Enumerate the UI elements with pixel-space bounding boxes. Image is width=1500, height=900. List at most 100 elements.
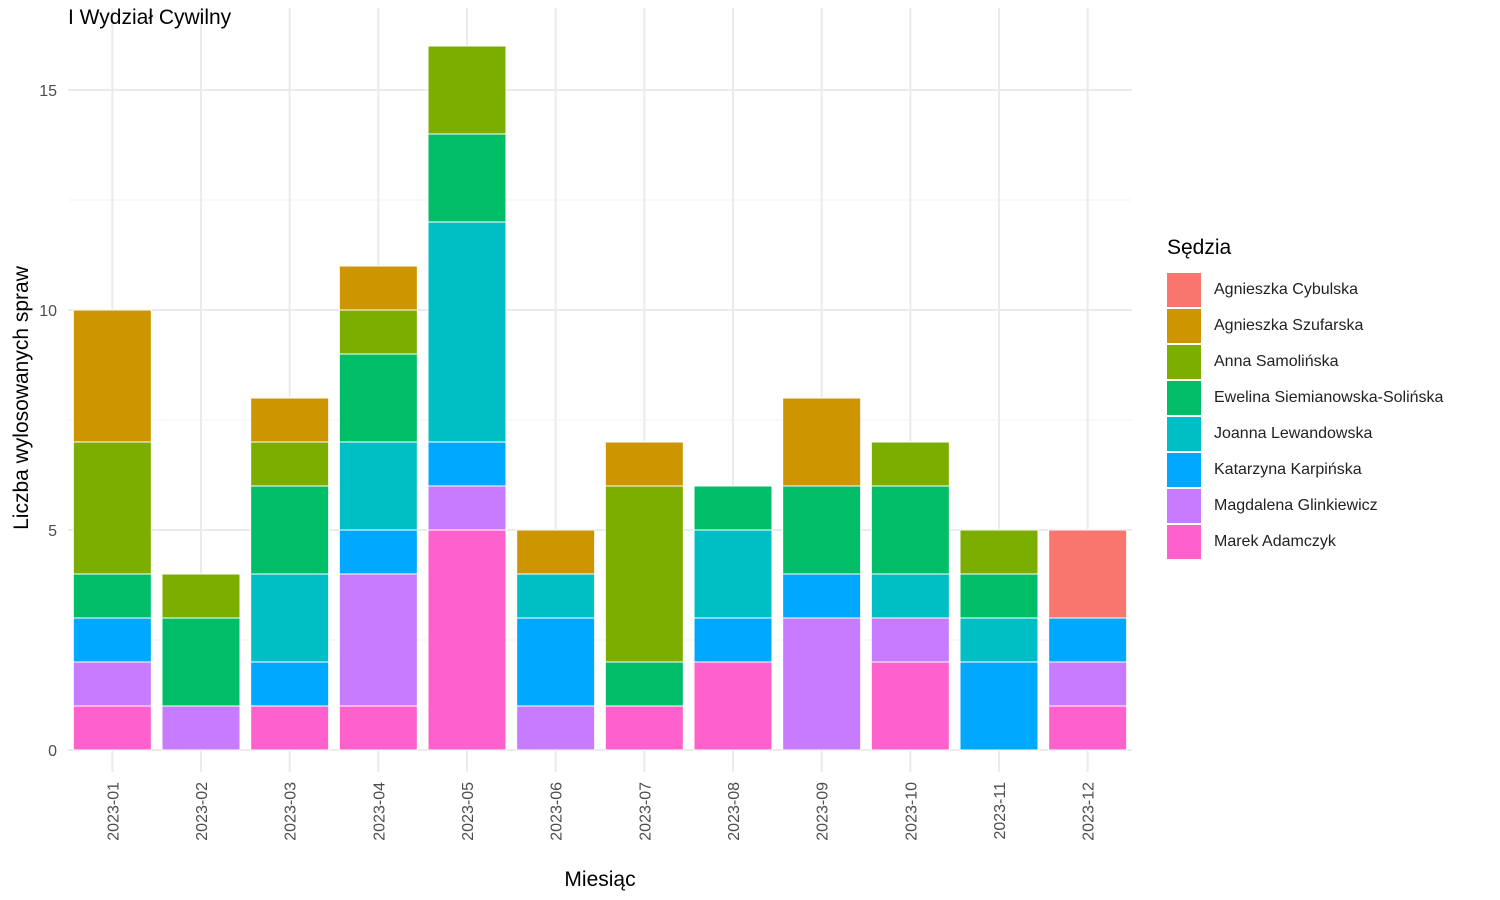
bar-segment	[782, 573, 862, 619]
legend: Sędzia Agnieszka Cybulska Agnieszka Szufa…	[1167, 236, 1443, 560]
bar-segment	[604, 441, 684, 487]
bar-segment	[338, 705, 418, 751]
bar-segment	[250, 397, 330, 443]
x-tick-label: 2023-06	[549, 782, 566, 841]
bars	[72, 45, 1128, 751]
bar-segment	[1048, 661, 1128, 707]
legend-title: Sędzia	[1167, 236, 1232, 259]
x-tick-label: 2023-02	[194, 782, 211, 841]
legend-items: Agnieszka Cybulska Agnieszka Szufarska Ann…	[1167, 272, 1443, 560]
bar-segment	[161, 573, 241, 619]
bar-segment	[427, 221, 507, 443]
bar-segment	[959, 617, 1039, 663]
legend-label: Marek Adamczyk	[1214, 533, 1336, 550]
bar-segment	[1048, 705, 1128, 751]
legend-label: Joanna Lewandowska	[1214, 425, 1373, 442]
bar-segment	[870, 485, 950, 575]
legend-label: Agnieszka Cybulska	[1214, 281, 1359, 298]
x-tick-label: 2023-04	[371, 782, 388, 841]
bar-segment	[959, 661, 1039, 751]
x-tick-label: 2023-11	[992, 782, 1009, 840]
bar-segment	[338, 529, 418, 575]
legend-swatch	[1167, 525, 1201, 559]
legend-swatch	[1167, 309, 1201, 343]
bar-segment	[604, 485, 684, 663]
x-tick-label: 2023-05	[460, 782, 477, 841]
y-tick-label: 0	[48, 743, 57, 760]
bar-segment	[604, 705, 684, 751]
chart-title: I Wydział Cywilny	[68, 6, 232, 29]
bar-segment	[427, 45, 507, 135]
bar-segment	[161, 705, 241, 751]
x-tick-label: 2023-03	[283, 782, 300, 841]
legend-item: Marek Adamczyk	[1167, 524, 1443, 560]
legend-item: Agnieszka Cybulska	[1167, 272, 1443, 308]
bar-segment	[782, 485, 862, 575]
bar-segment	[693, 485, 773, 531]
bar-segment	[1048, 617, 1128, 663]
bar-segment	[959, 573, 1039, 619]
bar-segment	[870, 661, 950, 751]
legend-label: Agnieszka Szufarska	[1214, 317, 1364, 334]
bar-segment	[250, 573, 330, 663]
bar-segment	[427, 133, 507, 223]
bar-segment	[870, 573, 950, 619]
bar-segment	[72, 617, 152, 663]
bar-segment	[870, 617, 950, 663]
legend-item: Joanna Lewandowska	[1167, 416, 1443, 452]
y-axis-title: Liczba wylosowanych spraw	[10, 265, 33, 530]
bar-segment	[338, 441, 418, 531]
bar-segment	[1048, 529, 1128, 619]
legend-swatch	[1167, 273, 1201, 307]
legend-item: Agnieszka Szufarska	[1167, 308, 1443, 344]
bar-segment	[338, 265, 418, 311]
bar-segment	[516, 705, 596, 751]
bar-segment	[72, 441, 152, 575]
y-axis: 0 5 10 15	[39, 83, 57, 760]
legend-label: Ewelina Siemianowska-Solińska	[1214, 389, 1444, 406]
x-axis: 2023-01 2023-02 2023-03 2023-04 2023-05 2023-…	[105, 782, 1097, 841]
bar-segment	[72, 661, 152, 707]
x-tick-label: 2023-10	[903, 782, 920, 841]
bar-segment	[72, 309, 152, 443]
x-tick-label: 2023-07	[637, 782, 654, 841]
bar-segment	[516, 573, 596, 619]
x-tick-label: 2023-01	[105, 782, 122, 841]
legend-item: Ewelina Siemianowska-Solińska	[1167, 380, 1443, 416]
bar-segment	[250, 705, 330, 751]
legend-swatch	[1167, 453, 1201, 487]
legend-swatch	[1167, 489, 1201, 523]
legend-label: Magdalena Glinkiewicz	[1214, 497, 1378, 514]
x-tick-label: 2023-08	[726, 782, 743, 841]
y-tick-label: 5	[48, 523, 57, 540]
legend-swatch	[1167, 381, 1201, 415]
bar-segment	[870, 441, 950, 487]
bar-segment	[427, 441, 507, 487]
x-tick-label: 2023-09	[815, 782, 832, 841]
legend-item: Anna Samolińska	[1167, 344, 1443, 380]
legend-item: Magdalena Glinkiewicz	[1167, 488, 1443, 524]
bar-segment	[693, 617, 773, 663]
bar-segment	[427, 485, 507, 531]
bar-segment	[604, 661, 684, 707]
bar-segment	[959, 529, 1039, 575]
bar-segment	[250, 661, 330, 707]
legend-label: Katarzyna Karpińska	[1214, 461, 1362, 478]
legend-swatch	[1167, 417, 1201, 451]
bar-segment	[693, 529, 773, 619]
bar-segment	[516, 617, 596, 707]
y-tick-label: 15	[39, 83, 57, 100]
bar-segment	[782, 617, 862, 751]
legend-swatch	[1167, 345, 1201, 379]
bar-segment	[161, 617, 241, 707]
bar-segment	[338, 353, 418, 443]
bar-segment	[250, 485, 330, 575]
x-axis-title: Miesiąc	[564, 868, 635, 891]
bar-segment	[427, 529, 507, 751]
bar-segment	[72, 573, 152, 619]
bar-segment	[72, 705, 152, 751]
x-tick-label: 2023-12	[1081, 782, 1098, 841]
minor-gridlines	[68, 199, 1132, 641]
bar-segment	[338, 309, 418, 355]
